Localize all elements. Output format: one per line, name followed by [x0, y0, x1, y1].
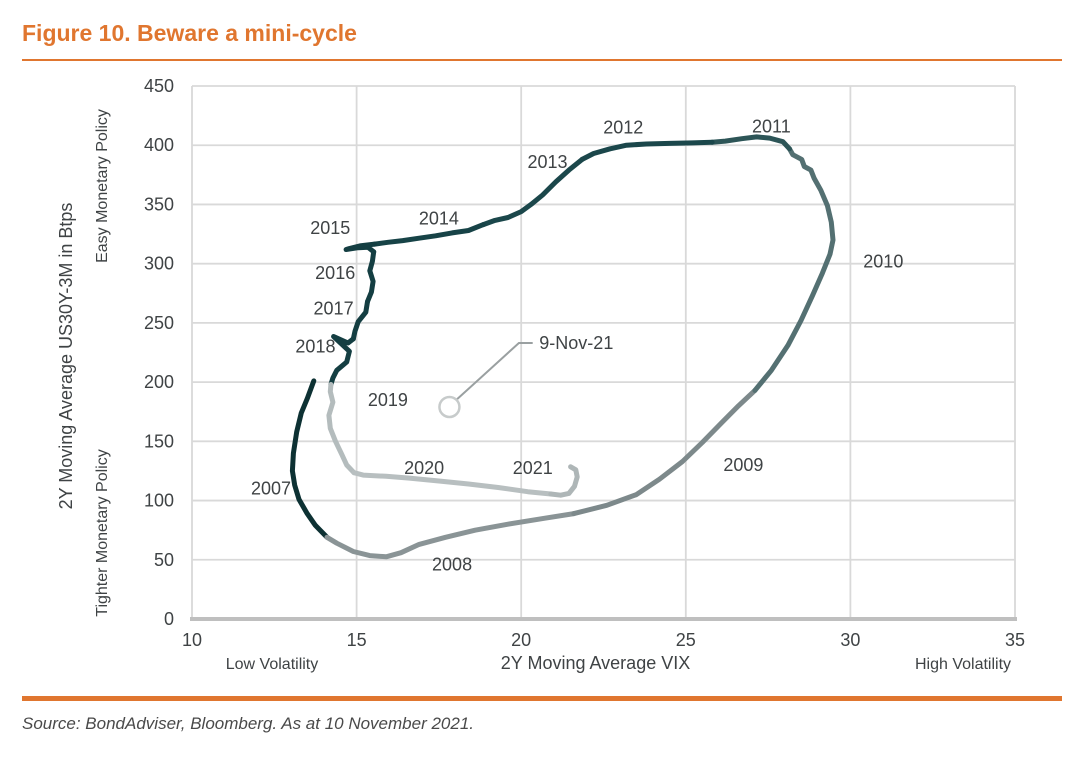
y-tick-200: 200 [144, 372, 174, 392]
series-2009 [571, 387, 758, 517]
footer-divider [22, 696, 1062, 701]
series-2020 [351, 470, 554, 497]
series-2014 [372, 222, 486, 247]
year-label-2008: 2008 [432, 555, 472, 575]
annotation-label: 9-Nov-21 [539, 333, 613, 353]
year-label-2007: 2007 [251, 479, 291, 499]
series-2007 [289, 378, 330, 540]
series-2013 [480, 156, 585, 228]
year-label-2018: 2018 [295, 337, 335, 357]
y-tick-450: 450 [144, 76, 174, 96]
x-axis-high-volatility-label: High Volatility [915, 656, 1011, 673]
series-2015 [343, 241, 378, 255]
year-label-2017: 2017 [314, 299, 354, 319]
x-axis-low-volatility-label: Low Volatility [226, 656, 319, 673]
y-tick-50: 50 [154, 550, 174, 570]
x-tick-35: 35 [1005, 630, 1025, 650]
source-text: Source: BondAdviser, Bloomberg. As at 10… [22, 714, 475, 733]
series-2008 [324, 511, 577, 560]
year-label-2020: 2020 [404, 458, 444, 478]
year-label-2015: 2015 [310, 218, 350, 238]
series-2018 [328, 334, 356, 387]
year-label-2013: 2013 [528, 152, 568, 172]
y-tick-350: 350 [144, 194, 174, 214]
year-label-2012: 2012 [603, 117, 643, 137]
y-axis-title: 2Y Moving Average US30Y-3M in Btps [56, 203, 76, 510]
header-divider [22, 59, 1062, 61]
y-tick-150: 150 [144, 431, 174, 451]
x-tick-20: 20 [511, 630, 531, 650]
chart-canvas: 2007200820092010201120122013201420152016… [56, 76, 1025, 673]
figure-title: Figure 10. Beware a mini-cycle [22, 20, 357, 46]
series-2017 [350, 299, 370, 342]
annotation-leader-line [456, 342, 533, 401]
year-label-2014: 2014 [419, 209, 459, 229]
y-tick-100: 100 [144, 491, 174, 511]
series-2010 [752, 146, 836, 393]
series-2012 [579, 139, 715, 162]
year-label-2016: 2016 [315, 263, 355, 283]
series-2016 [365, 249, 377, 305]
x-tick-10: 10 [182, 630, 202, 650]
figure-footer: Source: BondAdviser, Bloomberg. As at 10… [0, 696, 1082, 734]
series-2019 [326, 382, 357, 476]
y-tick-300: 300 [144, 254, 174, 274]
year-label-2011: 2011 [752, 116, 791, 136]
annotation-marker [438, 395, 461, 419]
y-tick-400: 400 [144, 135, 174, 155]
y-axis-tighter-policy-label: Tighter Monetary Policy [94, 449, 111, 616]
year-label-2021: 2021 [513, 458, 553, 478]
x-tick-25: 25 [676, 630, 696, 650]
year-label-2019: 2019 [368, 390, 408, 410]
x-tick-30: 30 [840, 630, 860, 650]
year-label-2009: 2009 [723, 455, 763, 475]
y-axis-easy-policy-label: Easy Monetary Policy [94, 109, 111, 263]
series-2021 [548, 464, 580, 498]
figure-header: Figure 10. Beware a mini-cycle [0, 0, 1082, 61]
x-tick-15: 15 [347, 630, 367, 650]
series-2011 [709, 134, 792, 152]
y-tick-0: 0 [164, 609, 174, 629]
year-label-2010: 2010 [863, 251, 903, 271]
y-tick-250: 250 [144, 313, 174, 333]
x-axis-title: 2Y Moving Average VIX [501, 653, 690, 673]
